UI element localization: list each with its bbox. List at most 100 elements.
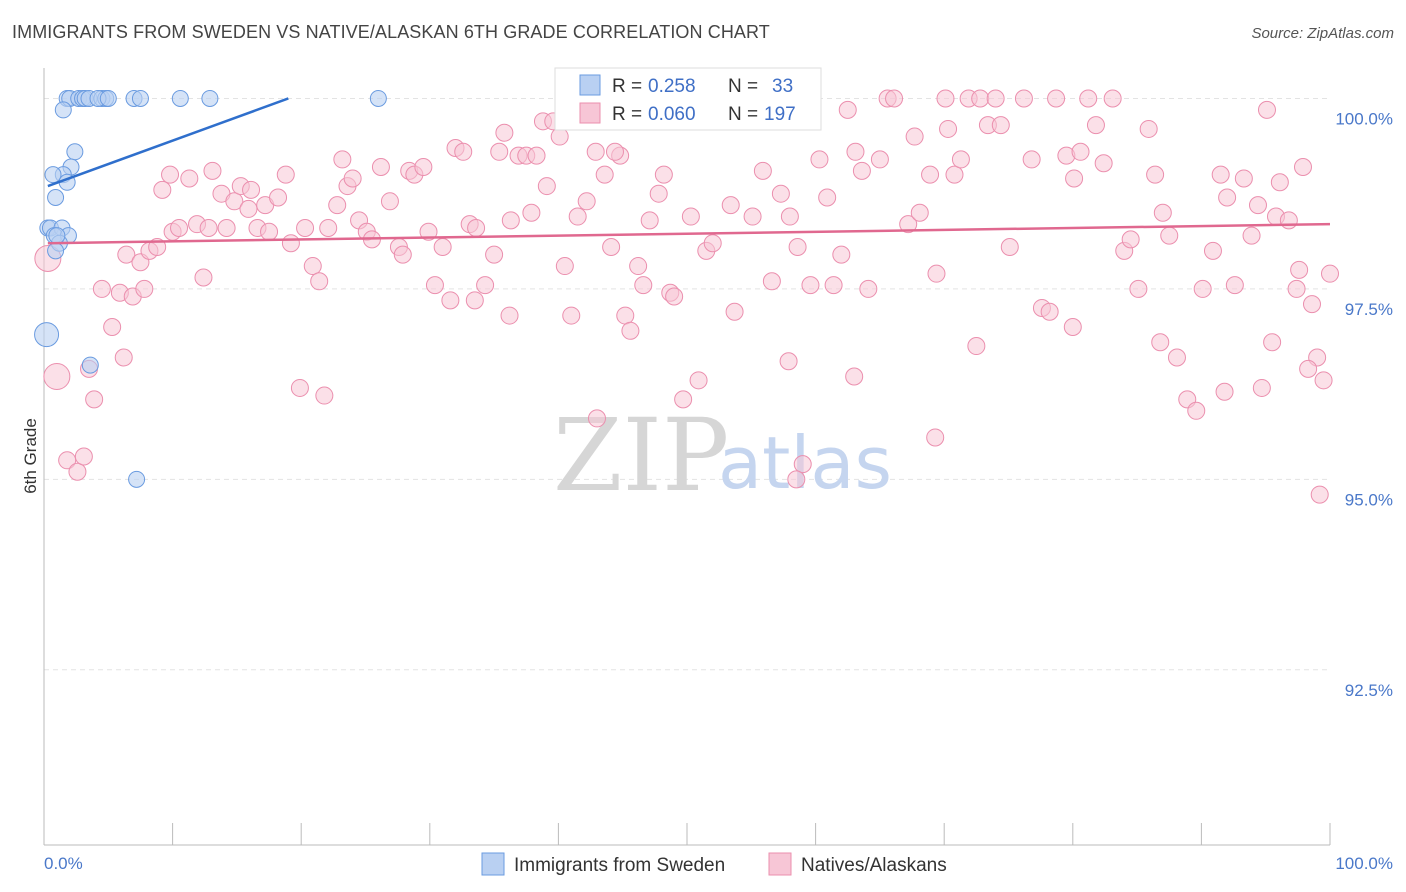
data-point-natives-alaskans bbox=[951, 150, 970, 169]
data-point-natives-alaskans bbox=[649, 184, 668, 203]
data-point-natives-alaskans bbox=[1321, 264, 1339, 283]
data-point-natives-alaskans bbox=[527, 146, 546, 165]
data-point-natives-alaskans bbox=[1218, 188, 1237, 207]
data-point-natives-alaskans bbox=[899, 215, 918, 234]
data-point-natives-alaskans bbox=[1167, 348, 1186, 367]
data-point-natives-alaskans bbox=[1263, 333, 1282, 352]
data-point-natives-alaskans bbox=[1257, 100, 1276, 119]
data-point-immigrants-from-sweden bbox=[66, 143, 84, 161]
data-point-natives-alaskans bbox=[1187, 401, 1206, 420]
data-point-natives-alaskans bbox=[587, 409, 606, 428]
data-point-natives-alaskans bbox=[485, 245, 504, 264]
data-point-immigrants-from-sweden bbox=[81, 356, 99, 374]
data-point-immigrants-from-sweden bbox=[171, 89, 189, 107]
data-point-natives-alaskans bbox=[1293, 158, 1312, 177]
data-point-natives-alaskans bbox=[1071, 142, 1090, 161]
data-point-natives-alaskans bbox=[1160, 226, 1179, 245]
stats-pink-n-value: 197 bbox=[764, 104, 796, 125]
data-point-natives-alaskans bbox=[832, 245, 851, 264]
data-point-natives-alaskans bbox=[859, 279, 878, 298]
data-point-immigrants-from-sweden bbox=[131, 89, 149, 107]
data-point-natives-alaskans bbox=[1065, 169, 1084, 188]
data-point-natives-alaskans bbox=[986, 89, 1005, 108]
stats-blue-r-value: 0.258 bbox=[648, 76, 696, 97]
data-point-natives-alaskans bbox=[743, 207, 762, 226]
data-point-natives-alaskans bbox=[1279, 211, 1298, 230]
data-point-natives-alaskans bbox=[681, 207, 700, 226]
data-point-natives-alaskans bbox=[779, 352, 798, 371]
data-point-natives-alaskans bbox=[1252, 378, 1271, 397]
data-point-natives-alaskans bbox=[595, 165, 614, 184]
data-point-natives-alaskans bbox=[103, 318, 122, 336]
data-point-natives-alaskans bbox=[616, 306, 635, 325]
data-point-natives-alaskans bbox=[1215, 382, 1234, 401]
data-point-natives-alaskans bbox=[1151, 333, 1170, 352]
data-point-natives-alaskans bbox=[910, 203, 929, 222]
legend-blue-label: Immigrants from Sweden bbox=[514, 855, 725, 876]
x-tick-label-max: 100.0% bbox=[1335, 854, 1393, 873]
data-point-natives-alaskans bbox=[801, 276, 820, 295]
data-point-natives-alaskans bbox=[465, 291, 484, 310]
stats-box: R = 0.258 N = 33 R = 0.060 N = 197 bbox=[554, 67, 822, 131]
data-point-immigrants-from-sweden bbox=[34, 322, 60, 348]
data-point-natives-alaskans bbox=[467, 218, 486, 237]
data-point-natives-alaskans bbox=[1086, 116, 1105, 135]
data-point-natives-alaskans bbox=[780, 207, 799, 226]
data-point-natives-alaskans bbox=[1193, 279, 1212, 298]
data-point-natives-alaskans bbox=[476, 276, 495, 295]
data-point-natives-alaskans bbox=[333, 150, 352, 169]
data-point-natives-alaskans bbox=[425, 276, 444, 295]
data-point-natives-alaskans bbox=[926, 428, 945, 447]
data-point-natives-alaskans bbox=[602, 238, 621, 257]
data-point-natives-alaskans bbox=[1314, 371, 1333, 390]
data-point-natives-alaskans bbox=[550, 127, 569, 146]
data-point-natives-alaskans bbox=[885, 89, 904, 108]
data-point-natives-alaskans bbox=[927, 264, 946, 283]
data-point-natives-alaskans bbox=[753, 161, 772, 180]
legend: Immigrants from Sweden Natives/Alaskans bbox=[481, 852, 947, 876]
data-point-natives-alaskans bbox=[194, 268, 213, 287]
chart-title: IMMIGRANTS FROM SWEDEN VS NATIVE/ALASKAN… bbox=[12, 22, 770, 42]
data-point-natives-alaskans bbox=[239, 199, 258, 218]
data-point-natives-alaskans bbox=[419, 222, 438, 241]
data-point-natives-alaskans bbox=[1139, 119, 1158, 138]
data-point-natives-alaskans bbox=[1121, 230, 1140, 249]
y-tick-labels: 100.0% 97.5% 95.0% 92.5% bbox=[1335, 109, 1393, 699]
stats-blue-n-label: N = bbox=[728, 76, 758, 97]
data-point-natives-alaskans bbox=[1290, 260, 1309, 279]
data-point-natives-alaskans bbox=[555, 257, 574, 276]
data-point-natives-alaskans bbox=[971, 89, 990, 108]
data-point-natives-alaskans bbox=[824, 276, 843, 295]
data-point-natives-alaskans bbox=[522, 203, 541, 222]
data-point-natives-alaskans bbox=[1103, 89, 1122, 108]
data-point-natives-alaskans bbox=[343, 169, 362, 188]
data-point-natives-alaskans bbox=[319, 218, 338, 237]
data-point-natives-alaskans bbox=[689, 371, 708, 390]
data-point-natives-alaskans bbox=[43, 363, 71, 391]
data-point-natives-alaskans bbox=[1129, 279, 1148, 298]
data-point-immigrants-from-sweden bbox=[48, 227, 66, 245]
data-point-natives-alaskans bbox=[1000, 238, 1019, 257]
data-point-natives-alaskans bbox=[1310, 485, 1329, 504]
data-point-natives-alaskans bbox=[621, 321, 640, 340]
y-tick-label: 95.0% bbox=[1345, 490, 1393, 509]
data-point-natives-alaskans bbox=[787, 470, 806, 489]
data-point-natives-alaskans bbox=[967, 337, 986, 356]
stats-blue-n-value: 33 bbox=[772, 76, 793, 97]
data-point-natives-alaskans bbox=[640, 211, 659, 230]
data-point-natives-alaskans bbox=[85, 390, 104, 409]
data-point-natives-alaskans bbox=[838, 100, 857, 119]
data-point-natives-alaskans bbox=[310, 272, 329, 291]
y-axis-label: 6th Grade bbox=[21, 418, 40, 494]
legend-blue-swatch bbox=[481, 852, 505, 876]
data-point-natives-alaskans bbox=[629, 257, 648, 276]
data-point-natives-alaskans bbox=[846, 142, 865, 161]
trendline-natives-alaskans bbox=[47, 222, 1331, 245]
data-point-natives-alaskans bbox=[501, 211, 520, 230]
data-point-natives-alaskans bbox=[414, 158, 433, 177]
data-point-natives-alaskans bbox=[490, 142, 509, 161]
data-point-natives-alaskans bbox=[260, 222, 279, 241]
data-point-natives-alaskans bbox=[793, 455, 812, 474]
data-point-natives-alaskans bbox=[1234, 169, 1253, 188]
